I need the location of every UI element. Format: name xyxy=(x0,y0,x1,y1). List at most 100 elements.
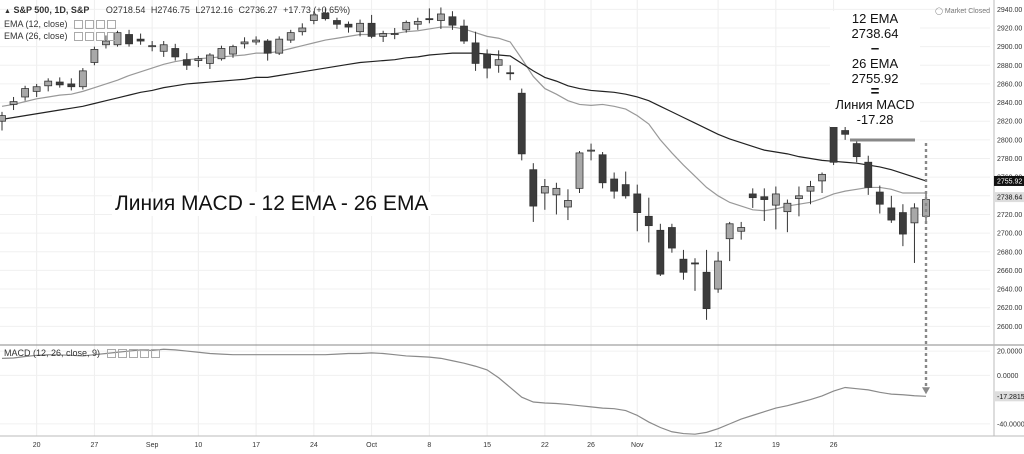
candle-body xyxy=(44,80,53,87)
ema12-legend-label: EMA (12, close) xyxy=(4,19,68,29)
candle xyxy=(494,50,503,73)
candle-body xyxy=(587,149,595,152)
ema26-legend-label: EMA (26, close) xyxy=(4,31,68,41)
candle-body xyxy=(748,193,757,199)
candle-body xyxy=(460,25,468,42)
legend-controls-icon[interactable] xyxy=(74,31,118,42)
candle xyxy=(102,35,110,49)
time-tick-label: 19 xyxy=(772,442,780,449)
ohlc-high: H2746.75 xyxy=(150,5,190,15)
candle-body xyxy=(344,23,353,28)
price-tick-label: 2680.00 xyxy=(997,249,1022,256)
price-tick-label: 2600.00 xyxy=(997,324,1022,331)
candle-body xyxy=(309,14,318,21)
ema26-legend[interactable]: EMA (26, close) xyxy=(4,31,118,42)
time-tick-label: 15 xyxy=(483,442,491,449)
candle xyxy=(32,83,41,97)
price-tick-label: 2620.00 xyxy=(997,305,1022,312)
candle-body xyxy=(356,22,364,33)
candle-body xyxy=(182,59,191,66)
ohlc-open: O2718.54 xyxy=(105,5,146,15)
ema12-legend[interactable]: EMA (12, close) xyxy=(4,19,118,30)
symbol-header: ▲ S&P 500, 1D, S&P O2718.54 H2746.75 L27… xyxy=(4,5,350,15)
candle-body xyxy=(32,86,41,92)
candle-body xyxy=(783,202,792,213)
candle xyxy=(829,123,838,166)
legend-controls-icon[interactable] xyxy=(74,19,118,30)
candle xyxy=(125,29,133,47)
symbol-label[interactable]: S&P 500, 1D, S&P xyxy=(13,5,90,15)
candle xyxy=(113,30,122,47)
candle xyxy=(795,186,803,217)
candle xyxy=(748,188,757,208)
candle-body xyxy=(402,21,411,31)
market-status: ◯ Market Closed xyxy=(935,7,990,15)
macd-legend-label: MACD (12, 26, close, 9) xyxy=(4,348,101,358)
candle-body xyxy=(702,271,711,310)
candle-body xyxy=(864,161,873,188)
candle-body xyxy=(286,32,295,41)
price-tick-label: 2900.00 xyxy=(997,44,1022,51)
time-tick-label: 20 xyxy=(33,442,41,449)
candle-body xyxy=(899,212,907,235)
candle xyxy=(136,33,145,45)
collapse-icon[interactable]: ▲ xyxy=(4,8,11,15)
candle xyxy=(633,184,642,232)
candle xyxy=(771,186,780,230)
price-tick-label: 2800.00 xyxy=(997,137,1022,144)
candle xyxy=(425,8,434,24)
candle-body xyxy=(633,193,642,213)
candle xyxy=(610,172,619,199)
candle xyxy=(587,143,595,161)
ohlc-low: L2712.16 xyxy=(195,5,234,15)
price-tick-label: 2660.00 xyxy=(997,268,1022,275)
macd-tick-label: 20.0000 xyxy=(997,349,1022,356)
candle-body xyxy=(714,260,722,290)
macd-pane xyxy=(1,138,930,435)
candle xyxy=(714,251,722,293)
ema-annotation: 12 EMA 2738.64 – 26 EMA 2755.92 = Линия … xyxy=(830,11,920,127)
candle xyxy=(460,19,468,44)
candle-body xyxy=(0,115,6,122)
time-tick-label: 8 xyxy=(427,442,431,449)
candle-body xyxy=(252,39,261,43)
price-tick-label: 2940.00 xyxy=(997,7,1022,14)
price-badge-label: 2738.64 xyxy=(997,195,1022,202)
candle xyxy=(205,53,214,69)
candle xyxy=(575,151,584,194)
candle xyxy=(78,68,87,90)
candle xyxy=(367,14,376,39)
candle xyxy=(899,204,907,247)
candle-body xyxy=(413,21,422,25)
candle xyxy=(621,171,630,199)
time-tick-label: 26 xyxy=(830,442,838,449)
candle-body xyxy=(529,169,538,207)
candle-body xyxy=(610,178,619,192)
candle-body xyxy=(922,199,930,217)
time-tick-label: 22 xyxy=(541,442,549,449)
candle-body xyxy=(78,70,87,88)
candle xyxy=(240,37,249,49)
price-tick-label: 2920.00 xyxy=(997,25,1022,32)
candle xyxy=(217,45,226,61)
price-tick-label: 2840.00 xyxy=(997,100,1022,107)
time-tick-label: 27 xyxy=(91,442,99,449)
legend-controls-icon[interactable] xyxy=(106,348,162,359)
candle-body xyxy=(494,59,503,66)
candle-body xyxy=(737,227,746,232)
macd-legend[interactable]: MACD (12, 26, close, 9) xyxy=(4,348,162,359)
candle xyxy=(910,203,919,263)
pointer-arrow-head xyxy=(922,387,930,395)
macd-value: -17.28 xyxy=(856,112,894,127)
price-pane xyxy=(0,7,930,320)
candle xyxy=(0,111,6,131)
price-tick-label: 2860.00 xyxy=(997,81,1022,88)
candle xyxy=(471,31,480,71)
macd-badge xyxy=(994,391,1024,402)
candle xyxy=(21,85,30,101)
candle-body xyxy=(390,33,399,35)
candle xyxy=(887,195,896,223)
candle xyxy=(864,155,873,195)
candle xyxy=(309,11,318,25)
candle-body xyxy=(67,83,76,88)
